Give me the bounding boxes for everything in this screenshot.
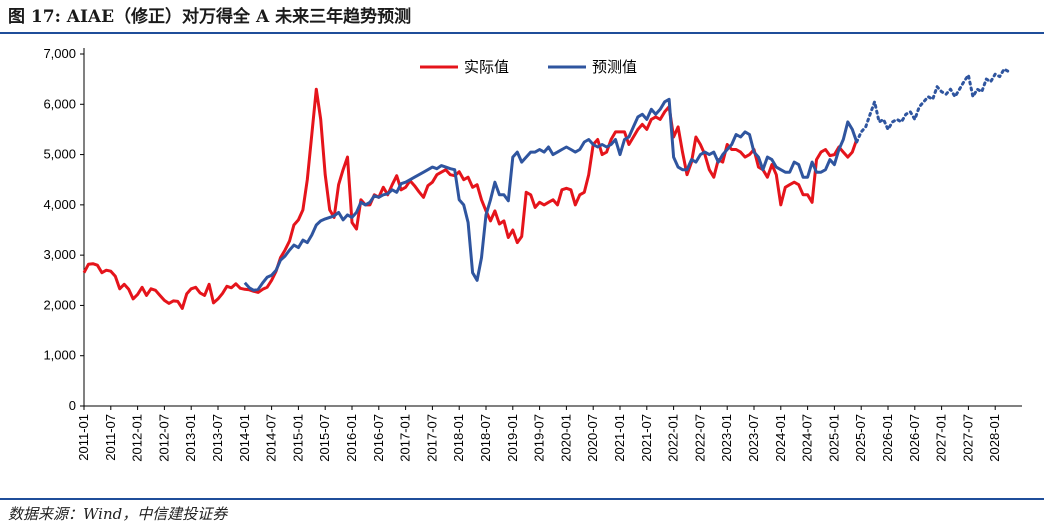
x-tick-label: 2026-01 [880,414,895,462]
y-tick-label: 6,000 [43,96,76,111]
series-actual [82,87,859,310]
x-tick-label: 2011-01 [76,414,91,461]
x-tick-label: 2022-07 [692,414,707,462]
y-tick-label: 2,000 [43,297,76,312]
x-tick-label: 2018-07 [478,414,493,462]
legend-label: 预测值 [592,58,637,76]
y-tick-label: 1,000 [43,348,76,363]
x-tick-label: 2012-07 [156,414,171,462]
x-tick-label: 2016-01 [344,414,359,462]
legend-label: 实际值 [464,58,509,76]
x-tick-label: 2014-07 [264,414,279,462]
series-forecast [243,97,859,292]
x-tick-label: 2027-07 [960,414,975,462]
x-tick-label: 2023-01 [719,414,734,462]
x-tick-label: 2014-01 [237,414,252,462]
x-tick-label: 2028-01 [987,414,1002,462]
x-tick-label: 2026-07 [907,414,922,462]
x-tick-label: 2020-07 [585,414,600,462]
x-tick-label: 2013-01 [183,414,198,462]
bottom-rule [0,498,1044,500]
x-tick-label: 2024-01 [773,414,788,462]
x-tick-label: 2022-01 [666,414,681,462]
y-tick-label: 7,000 [43,46,76,61]
x-tick-label: 2015-07 [317,414,332,462]
series-forecast-dotted [855,67,1011,144]
x-tick-label: 2013-07 [210,414,225,462]
x-tick-label: 2018-01 [451,414,466,462]
y-axis-ticks: 0 1,000 2,000 3,000 4,000 5,000 6,000 7,000 [43,46,84,413]
x-tick-label: 2019-07 [532,414,547,462]
x-tick-label: 2011-07 [103,414,118,461]
x-tick-label: 2021-07 [639,414,654,462]
x-tick-label: 2024-07 [800,414,815,462]
x-tick-label: 2023-07 [746,414,761,462]
y-tick-label: 0 [69,398,76,413]
x-tick-label: 2020-01 [558,414,573,462]
axes [83,48,1022,407]
x-axis-ticks: 2011-01 2011-07 2012-01 2012-07 2013-01 2013-… [76,406,1002,462]
x-tick-label: 2017-07 [424,414,439,462]
source-note: 数据来源：Wind，中信建投证券 [8,505,228,523]
x-tick-label: 2025-07 [853,414,868,462]
top-rule [0,32,1044,34]
x-tick-label: 2015-01 [290,414,305,462]
y-tick-label: 3,000 [43,247,76,262]
x-tick-label: 2025-01 [826,414,841,462]
figure-title: 图 17: AIAE（修正）对万得全 A 未来三年趋势预测 [8,7,412,27]
x-tick-label: 2019-01 [505,414,520,462]
x-tick-label: 2012-01 [130,414,145,462]
x-tick-label: 2016-07 [371,414,386,462]
x-tick-label: 2027-01 [934,414,949,462]
line-chart: 0 1,000 2,000 3,000 4,000 5,000 6,000 7,000 201… [43,46,1022,462]
series-lines [82,67,1011,310]
y-tick-label: 4,000 [43,197,76,212]
x-tick-label: 2021-01 [612,414,627,462]
y-tick-label: 5,000 [43,147,76,162]
legend: 实际值 预测值 [420,58,637,76]
x-tick-label: 2017-01 [398,414,413,462]
